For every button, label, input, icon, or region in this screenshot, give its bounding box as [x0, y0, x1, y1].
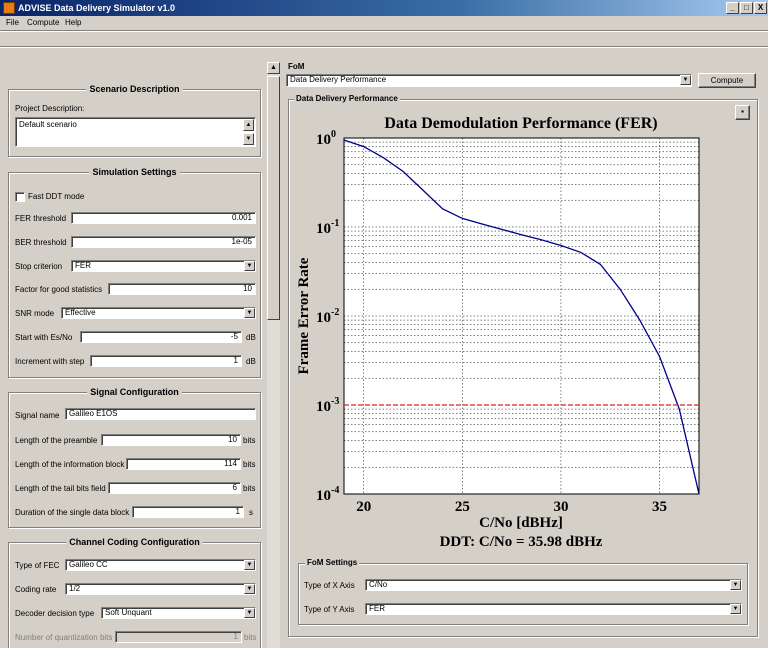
- settings-scrollbar[interactable]: ▲: [267, 62, 280, 648]
- window-titlebar: ADVISE Data Delivery Simulator v1.0 _ □ …: [0, 0, 768, 16]
- close-button[interactable]: X: [754, 2, 767, 14]
- menu-compute[interactable]: Compute: [27, 18, 60, 27]
- settings-pane: Scenario Description Project Description…: [0, 54, 266, 648]
- tail-bits-field[interactable]: 6: [108, 482, 241, 494]
- chevron-down-icon[interactable]: ▼: [730, 580, 741, 590]
- y-axis-type-select[interactable]: FER ▼: [365, 603, 742, 615]
- quant-bits-unit: bits: [244, 633, 257, 642]
- ber-threshold-label: BER threshold: [15, 238, 67, 247]
- start-esno-label: Start with Es/No: [15, 333, 73, 342]
- chevron-down-icon[interactable]: ▼: [680, 75, 691, 85]
- window-title: ADVISE Data Delivery Simulator v1.0: [18, 3, 176, 13]
- project-description-field[interactable]: Default scenario ▲ ▼: [15, 117, 256, 147]
- start-esno-field[interactable]: -5: [80, 331, 242, 343]
- fec-type-label: Type of FEC: [15, 561, 60, 570]
- stop-criterion-select[interactable]: FER ▼: [71, 260, 256, 272]
- menu-help[interactable]: Help: [65, 18, 82, 27]
- fom-settings-title: FoM Settings: [305, 558, 360, 567]
- tail-bits-label: Length of the tail bits field: [15, 484, 106, 493]
- menu-file[interactable]: File: [6, 18, 19, 27]
- stop-criterion-label: Stop criterion: [15, 262, 63, 271]
- preamble-unit: bits: [243, 436, 256, 445]
- scroll-up-icon[interactable]: ▲: [243, 119, 254, 131]
- snr-mode-label: SNR mode: [15, 309, 55, 318]
- app-icon: [3, 2, 15, 14]
- menu-bar: File Compute Help: [0, 16, 768, 30]
- fom-panel: Data Delivery Performance ▪: [288, 94, 758, 637]
- start-esno-unit: dB: [246, 333, 256, 342]
- undock-icon[interactable]: ▪: [735, 105, 750, 120]
- fast-ddt-label: Fast DDT mode: [28, 192, 85, 201]
- maximize-button[interactable]: □: [740, 2, 753, 14]
- increment-field[interactable]: 1: [90, 355, 242, 367]
- chevron-down-icon[interactable]: ▼: [244, 584, 255, 594]
- factor-label: Factor for good statistics: [15, 285, 103, 294]
- info-block-label: Length of the information block: [15, 460, 125, 469]
- duration-unit: s: [249, 508, 253, 517]
- decoder-select[interactable]: Soft Unquant ▼: [101, 607, 256, 619]
- signal-group: Signal Configuration Signal name Galileo…: [8, 387, 261, 528]
- coding-title: Channel Coding Configuration: [66, 537, 203, 547]
- x-axis-type-select[interactable]: C/No ▼: [365, 579, 742, 591]
- info-block-unit: bits: [243, 460, 256, 469]
- preamble-label: Length of the preamble: [15, 436, 98, 445]
- fom-label: FoM: [288, 62, 305, 71]
- info-block-field[interactable]: 114: [126, 458, 241, 470]
- project-description-label: Project Description:: [15, 104, 85, 113]
- ber-threshold-field[interactable]: 1e-05: [71, 236, 256, 248]
- signal-title: Signal Configuration: [87, 387, 182, 397]
- signal-name-label: Signal name: [15, 411, 60, 420]
- quant-bits-label: Number of quantization bits: [15, 633, 113, 642]
- minimize-button[interactable]: _: [726, 2, 739, 14]
- x-axis-type-label: Type of X Axis: [304, 581, 355, 590]
- increment-unit: dB: [246, 357, 256, 366]
- snr-mode-select[interactable]: Effective ▼: [61, 307, 256, 319]
- scrollbar-thumb[interactable]: [267, 76, 280, 320]
- fast-ddt-checkbox[interactable]: [15, 192, 25, 202]
- quant-bits-field: 1: [115, 631, 242, 643]
- fer-threshold-field[interactable]: 0.001: [71, 212, 256, 224]
- duration-field[interactable]: 1: [132, 506, 244, 518]
- tail-bits-unit: bits: [243, 484, 256, 493]
- scroll-up-icon[interactable]: ▲: [267, 62, 280, 74]
- scenario-title: Scenario Description: [86, 84, 183, 94]
- chevron-down-icon[interactable]: ▼: [730, 604, 741, 614]
- chevron-down-icon[interactable]: ▼: [244, 308, 255, 318]
- fom-select[interactable]: Data Delivery Performance ▼: [286, 74, 692, 87]
- fom-settings-group: FoM Settings Type of X Axis C/No ▼ Type …: [298, 558, 748, 625]
- coding-rate-select[interactable]: 1/2 ▼: [65, 583, 256, 595]
- coding-group: Channel Coding Configuration Type of FEC…: [8, 537, 261, 648]
- coding-rate-label: Coding rate: [15, 585, 57, 594]
- y-axis-type-label: Type of Y Axis: [304, 605, 355, 614]
- simulation-title: Simulation Settings: [89, 167, 180, 177]
- fec-type-select[interactable]: Galileo CC ▼: [65, 559, 256, 571]
- chevron-down-icon[interactable]: ▼: [244, 560, 255, 570]
- chevron-down-icon[interactable]: ▼: [244, 608, 255, 618]
- toolbar-separator: [0, 46, 768, 48]
- factor-field[interactable]: 10: [108, 283, 256, 295]
- fom-panel-title: Data Delivery Performance: [294, 94, 400, 103]
- increment-label: Increment with step: [15, 357, 85, 366]
- toolbar-separator: [0, 30, 768, 32]
- scenario-group: Scenario Description Project Description…: [8, 84, 261, 157]
- fer-threshold-label: FER threshold: [15, 214, 67, 223]
- chevron-down-icon[interactable]: ▼: [244, 261, 255, 271]
- compute-button[interactable]: Compute: [698, 73, 756, 88]
- preamble-field[interactable]: 10: [101, 434, 241, 446]
- duration-label: Duration of the single data block: [15, 508, 130, 517]
- simulation-group: Simulation Settings Fast DDT mode FER th…: [8, 167, 261, 378]
- scroll-down-icon[interactable]: ▼: [243, 133, 254, 145]
- decoder-label: Decoder decision type: [15, 609, 95, 618]
- signal-name-field[interactable]: Galileo E1OS: [65, 408, 256, 420]
